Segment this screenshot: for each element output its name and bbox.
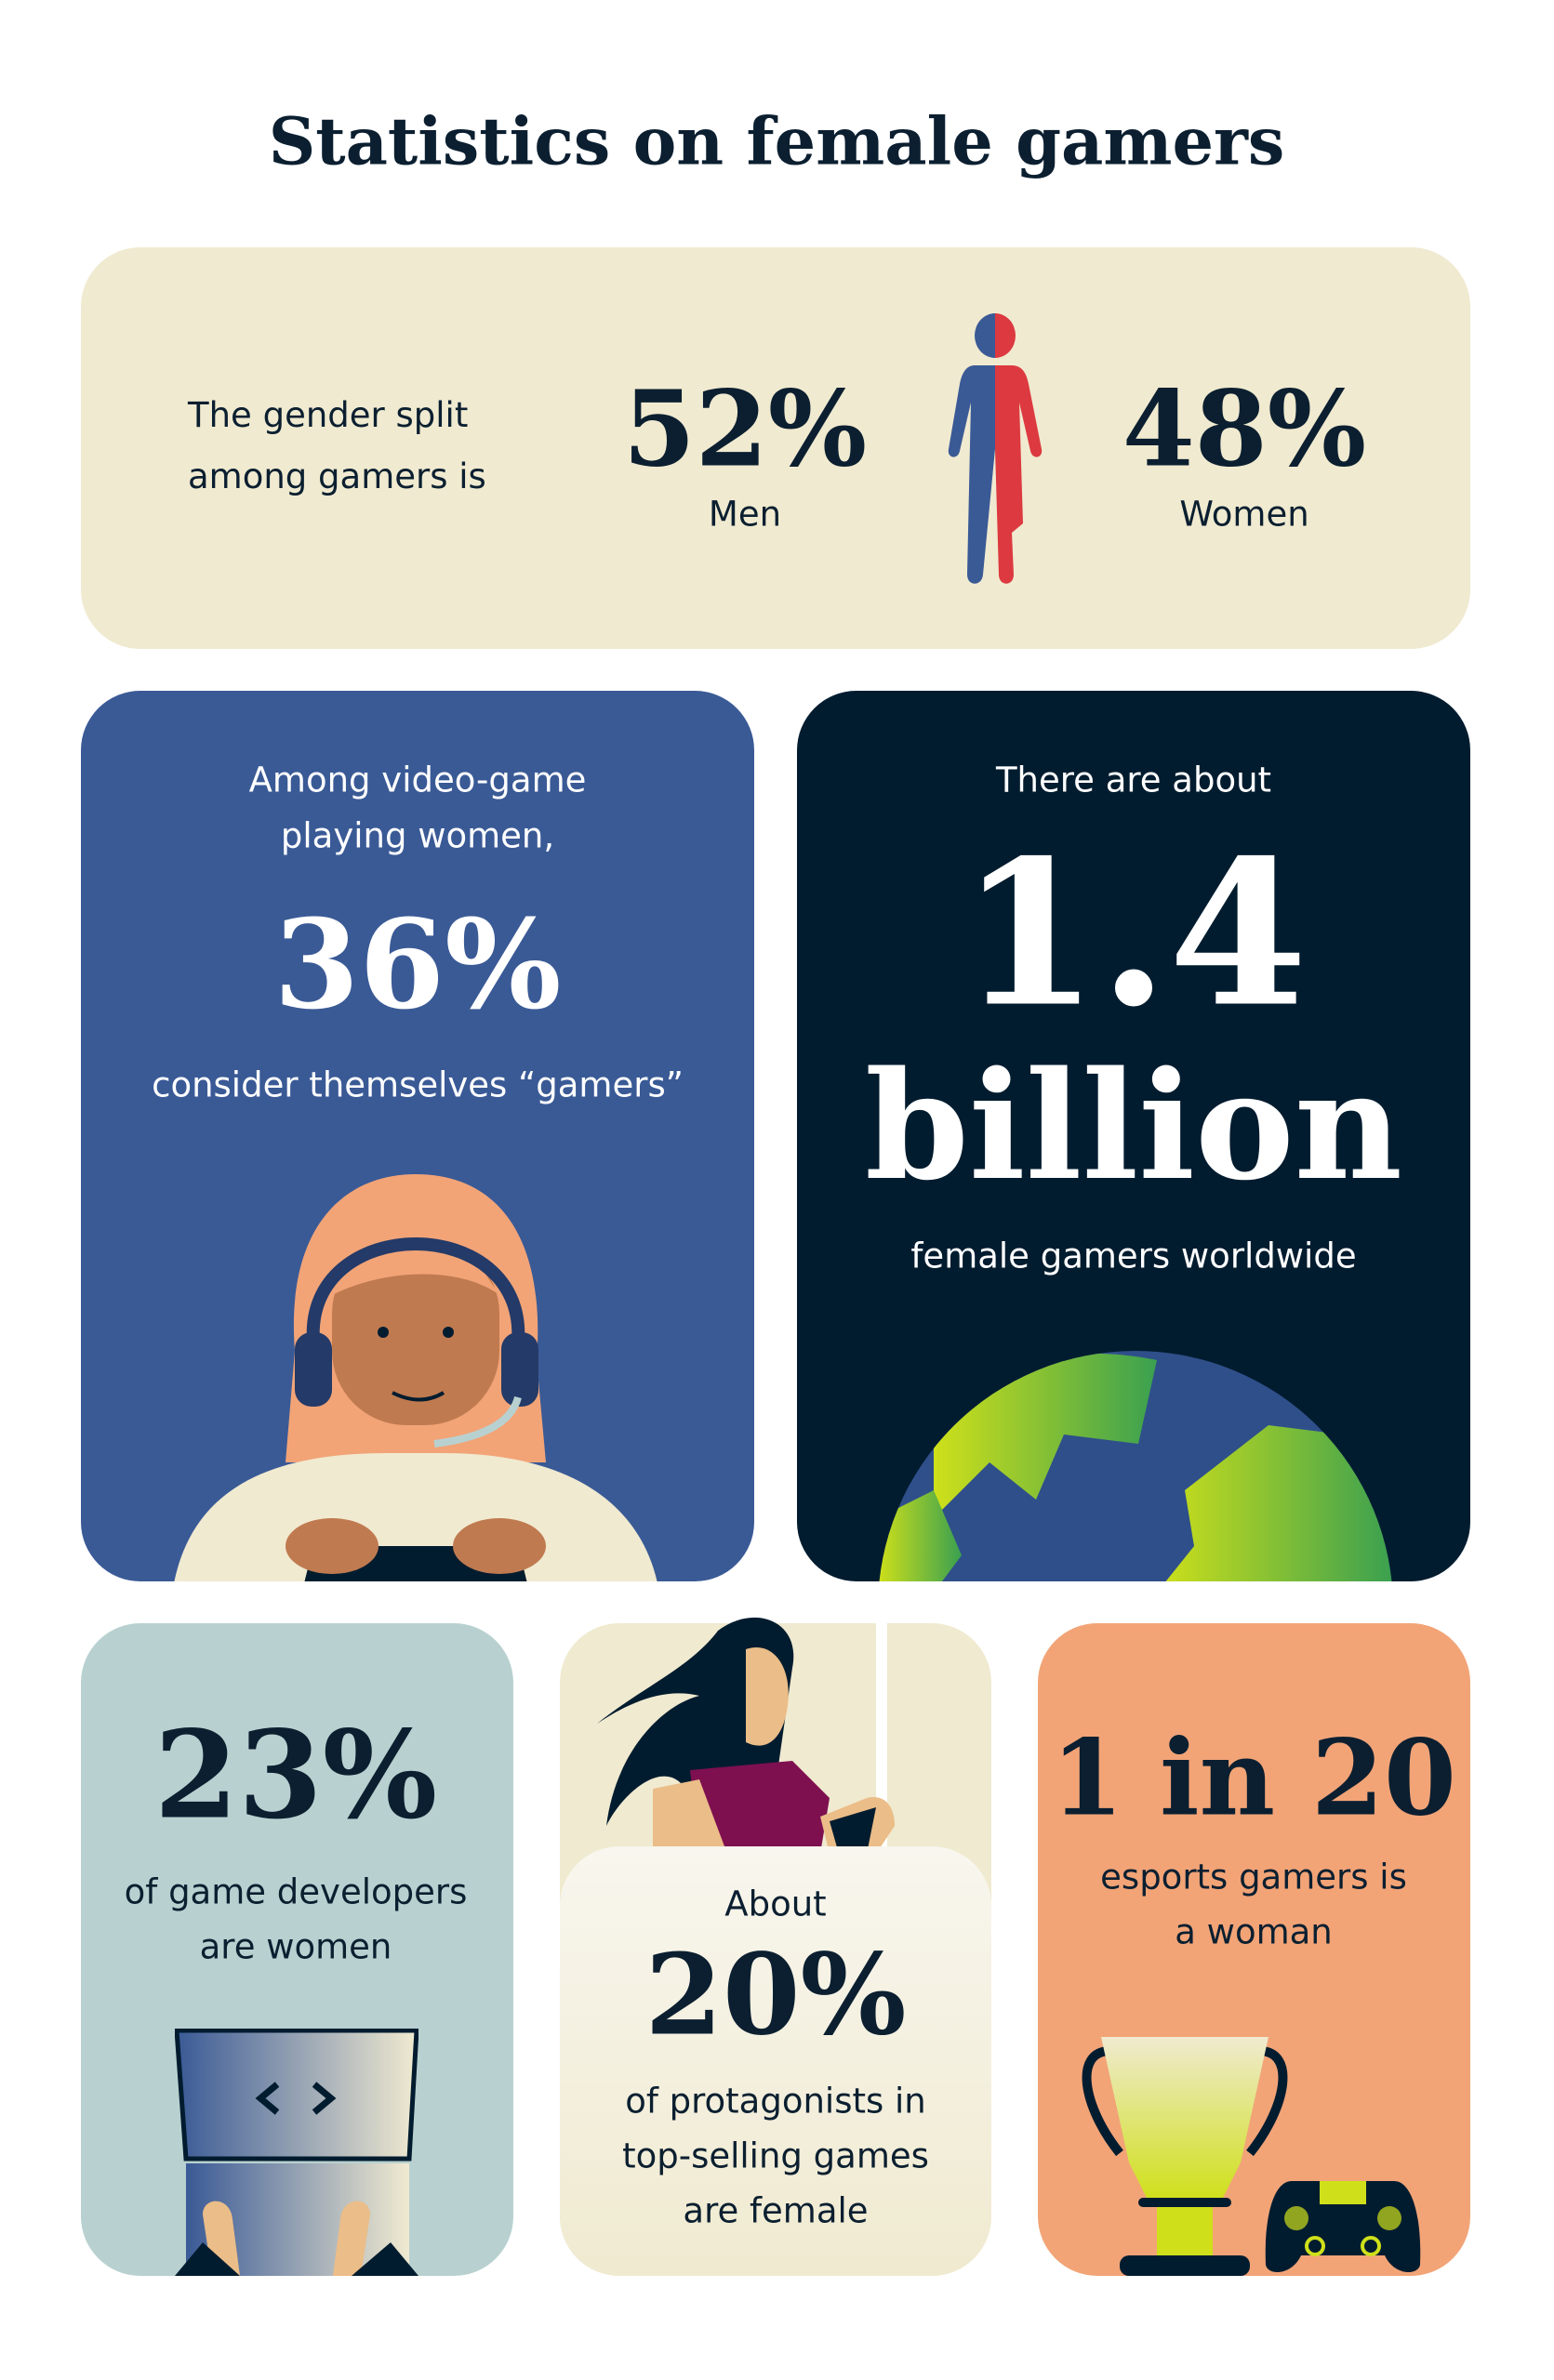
worldwide-card	[797, 691, 1470, 1581]
worldwide-unit: billion	[864, 1038, 1403, 1213]
women-percentage: 48%	[1122, 368, 1367, 491]
developers-line1: of game developers	[124, 1871, 468, 1912]
self-id-percentage: 36%	[273, 892, 562, 1038]
protagonists-line1: of protagonists in	[625, 2081, 926, 2122]
men-percentage: 52%	[622, 368, 868, 491]
gender-split-card	[81, 247, 1470, 649]
gender-intro-line1: The gender split	[188, 395, 469, 435]
person-split-icon	[948, 313, 1043, 584]
gender-intro-line2: among gamers is	[188, 456, 486, 496]
self-identify-card	[81, 691, 754, 1581]
esports-line2: a woman	[1175, 1911, 1333, 1952]
protagonists-prefix: About	[724, 1884, 827, 1924]
page-title: Statistics on female gamers	[268, 102, 1285, 180]
developers-card	[81, 1623, 513, 2276]
worldwide-line2: female gamers worldwide	[910, 1236, 1357, 1276]
developers-percentage: 23%	[153, 1703, 438, 1846]
globe-icon	[878, 1351, 1393, 1581]
esports-line1: esports gamers is	[1100, 1857, 1407, 1897]
self-id-line2: playing women,	[280, 815, 555, 856]
developers-line2: are women	[199, 1926, 392, 1967]
protagonists-line2: top-selling games	[622, 2135, 929, 2176]
men-label: Men	[708, 494, 782, 535]
protagonists-percentage: 20%	[644, 1929, 907, 2061]
esports-ratio: 1 in 20	[1051, 1717, 1456, 1840]
protagonists-inner-panel	[560, 1846, 991, 2276]
protagonists-card	[560, 1612, 991, 2276]
laptop-code-icon	[175, 2029, 418, 2276]
worldwide-value: 1.4	[959, 815, 1308, 1051]
worldwide-line1: There are about	[995, 760, 1272, 800]
trophy-icon	[1082, 2037, 1288, 2276]
female-warrior-icon	[597, 1612, 895, 1854]
self-id-line1: Among video-game	[248, 760, 587, 800]
protagonists-line3: are female	[683, 2190, 869, 2231]
gamepad-icon	[1265, 2181, 1421, 2273]
self-id-line3: consider themselves “gamers”	[152, 1064, 684, 1105]
women-label: Women	[1179, 494, 1309, 535]
woman-headset-gamer-icon	[174, 1174, 657, 1581]
esports-card	[1038, 1623, 1470, 2276]
